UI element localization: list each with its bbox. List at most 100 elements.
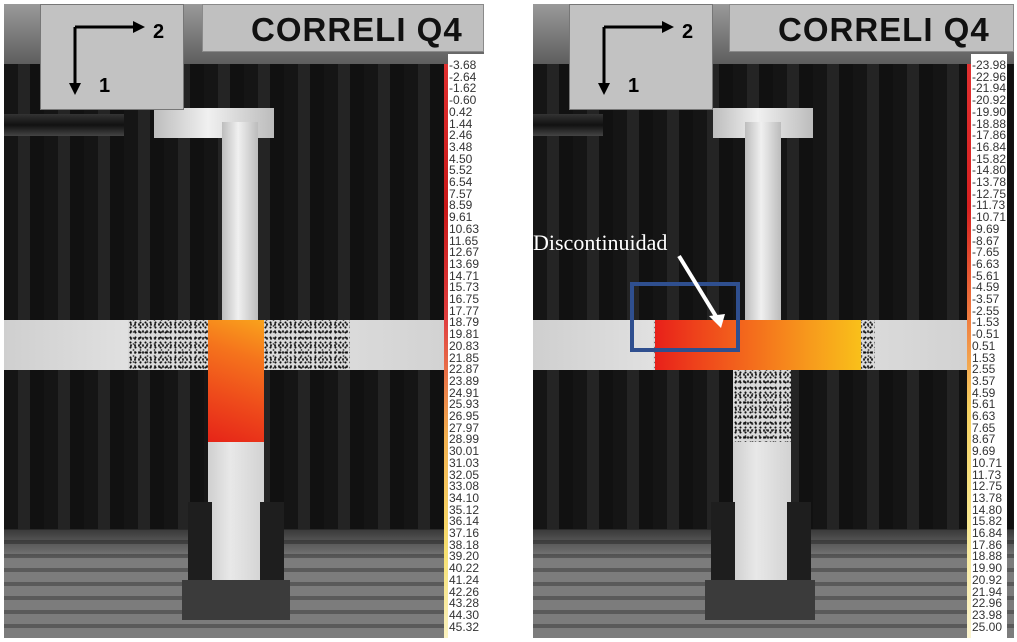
axis-arrows-icon [598, 21, 674, 95]
colorbar-tick-label: 31.03 [449, 455, 480, 470]
colorbar-tick-label: -17.86 [972, 128, 1007, 143]
colorbar-strip [444, 64, 448, 638]
colorbar-tick-label: -2.64 [449, 69, 477, 84]
support-clamp-left [711, 502, 735, 582]
colorbar-tick-label: 43.28 [449, 596, 480, 611]
colorbar-tick-label: 7.65 [972, 420, 996, 435]
colorbar-tick-label: 25.93 [449, 397, 480, 412]
colorbar-tick-label: -6.63 [972, 256, 1000, 271]
colorbar-tick-label: 17.86 [972, 537, 1003, 552]
colorbar-tick-label: 0.51 [972, 338, 996, 353]
colorbar-tick-label: 13.78 [972, 490, 1003, 505]
strain-field-overlay [208, 320, 264, 442]
axis-orientation-box: 2 1 [40, 4, 184, 110]
support-clamp-right [260, 502, 284, 582]
base-support [182, 580, 290, 620]
colorbar-tick-label: 22.96 [972, 596, 1003, 611]
colorbar-tick-label: -0.51 [972, 327, 1000, 342]
hydraulic-actuator [533, 114, 603, 136]
colorbar-tick-label: 9.69 [972, 444, 996, 459]
colorbar-tick-label: -12.75 [972, 186, 1007, 201]
colorbar-tick-label: 21.94 [972, 584, 1003, 599]
correlation-panel-left: 2 1 CORRELI Q4 -3.68 -2.64 -1.62 -0.60 0.42 1… [4, 4, 484, 638]
colorbar-tick-label: 20.83 [449, 338, 480, 353]
colorbar-tick-label: -23.98 [972, 58, 1007, 72]
colorbar-tick-label: 6.63 [972, 409, 996, 423]
colorbar-tick-label: 23.89 [449, 373, 480, 388]
lab-photo-background [4, 4, 484, 638]
title-box: CORRELI Q4 [729, 4, 1014, 52]
colorbar-tick-label: -11.73 [972, 198, 1006, 213]
colorbar-tick-label: -0.60 [449, 93, 477, 108]
colorbar-tick-label: 16.75 [449, 292, 480, 306]
colorbar-tick-label: 10.71 [972, 455, 1003, 470]
colorbar-strip [967, 64, 971, 638]
colorbar-tick-label: 23.98 [972, 607, 1003, 622]
colorbar-tick-label: -22.96 [972, 69, 1007, 84]
colorbar-tick-label: 14.71 [449, 268, 480, 283]
axis-label-1: 1 [99, 75, 111, 97]
colorbar-tick-label: 15.82 [972, 514, 1003, 529]
colorbar-tick-label: 13.69 [449, 256, 480, 271]
colorbar-tick-label: 10.63 [449, 221, 480, 236]
colorbar-tick-label: -9.69 [972, 221, 1000, 236]
colorbar-tick-label: -10.71 [972, 210, 1007, 225]
colorbar-tick-label: -2.55 [972, 303, 1000, 318]
colorbar-tick-label: 28.99 [449, 432, 480, 447]
colorbar-tick-label: 2.55 [972, 362, 996, 377]
colorbar-tick-label: 5.61 [972, 397, 996, 412]
colorbar-labels: -23.98 -22.96 -21.94 -20.92 -19.90 -18.88 -17.… [971, 54, 1007, 638]
colorbar-tick-label: 14.80 [972, 502, 1003, 517]
base-support [705, 580, 815, 620]
steel-upper-column [745, 122, 781, 322]
colorbar-tick-label: -21.94 [972, 81, 1007, 96]
colorbar-tick-label: -19.90 [972, 104, 1007, 119]
colorbar-tick-label: 26.95 [449, 409, 480, 423]
colorbar-tick-label: 30.01 [449, 444, 480, 459]
colorbar-tick-label: 40.22 [449, 561, 480, 576]
axis-label-1: 1 [628, 75, 640, 97]
colorbar-tick-label: 7.57 [449, 186, 473, 201]
colorbar-tick-label: 38.18 [449, 537, 480, 552]
steel-upper-column [222, 122, 258, 322]
colorbar-tick-label: 35.12 [449, 502, 480, 517]
colorbar-tick-label: 6.54 [449, 175, 473, 189]
colorbar-tick-label: -1.62 [449, 81, 477, 96]
colorbar-tick-label: 15.73 [449, 280, 480, 295]
colorbar-tick-label: 0.42 [449, 104, 473, 119]
colorbar-tick-label: 20.92 [972, 572, 1003, 587]
colorbar-tick-label: 3.48 [449, 139, 473, 154]
colorbar-tick-label: 25.00 [972, 619, 1003, 634]
colorbar-tick-label: 37.16 [449, 526, 480, 540]
colorbar-tick-label: -4.59 [972, 280, 1000, 295]
colorbar-tick-label: -18.88 [972, 116, 1007, 131]
colorbar-tick-label: 5.52 [449, 163, 473, 178]
colorbar-tick-label: -1.53 [972, 315, 1000, 330]
correlation-panel-right: Discontinuidad 2 1 CORRELI Q4 -23.98 -22.… [533, 4, 1014, 638]
colorbar-labels: -3.68 -2.64 -1.62 -0.60 0.42 1.44 2.46 3.48 4.50… [448, 54, 484, 638]
support-clamp-left [188, 502, 212, 582]
colorbar-tick-label: 19.90 [972, 561, 1003, 576]
annotation-label: Discontinuidad [533, 230, 668, 255]
colorbar-tick-label: 21.85 [449, 350, 480, 365]
colorbar-tick-label: 9.61 [449, 210, 473, 225]
colorbar-tick-label: 44.30 [449, 607, 480, 622]
axis-arrows-icon [69, 21, 145, 95]
colorbar-tick-label: 34.10 [449, 490, 480, 505]
panel-title: CORRELI Q4 [778, 11, 990, 48]
colorbar-tick-label: 32.05 [449, 467, 480, 482]
support-clamp-right [787, 502, 811, 582]
axis-label-2: 2 [682, 21, 694, 43]
colorbar-tick-label: -3.68 [449, 58, 477, 72]
colorbar-tick-label: 3.57 [972, 373, 996, 388]
colorbar-tick-label: 12.67 [449, 245, 480, 260]
colorbar-tick-label: 22.87 [449, 362, 480, 377]
colorbar-tick-label: 27.97 [449, 420, 480, 435]
axis-orientation-box: 2 1 [569, 4, 713, 110]
colorbar-tick-label: -15.82 [972, 151, 1007, 166]
colorbar-tick-label: 17.77 [449, 303, 480, 318]
colorbar-tick-label: -20.92 [972, 93, 1007, 108]
colorbar-tick-label: 11.65 [449, 233, 479, 248]
colorbar-tick-label: -14.80 [972, 163, 1007, 178]
discontinuity-highlight-box [630, 282, 740, 352]
